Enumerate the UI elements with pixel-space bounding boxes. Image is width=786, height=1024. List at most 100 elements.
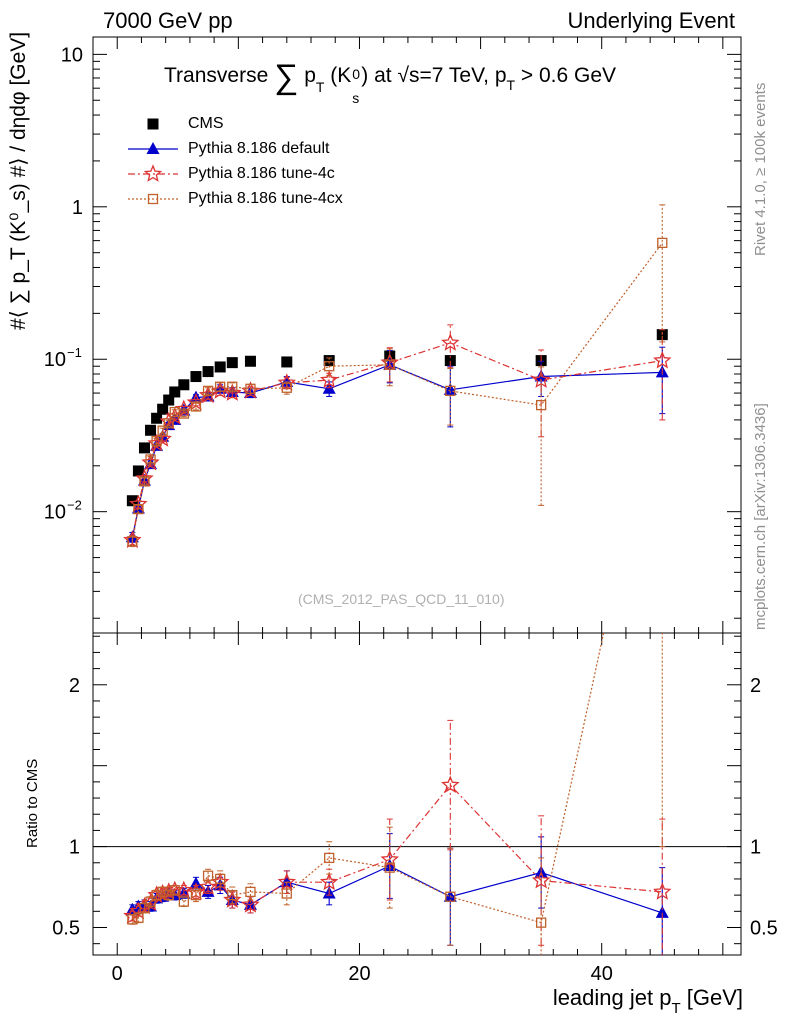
- ratio-point-tune4c: [174, 880, 193, 899]
- data-point-tune4cx: [324, 361, 335, 372]
- ratio-point-default: [655, 905, 669, 918]
- y-tick-label-main: 1: [72, 197, 83, 219]
- ratio-point-tune4cx: [127, 914, 138, 925]
- y-tick-label-exp: −2: [67, 498, 82, 513]
- rivet-label: Rivet 4.1.0, ≥ 100k events: [752, 82, 769, 256]
- data-point-cms: [190, 371, 202, 383]
- y-axis-label-ratio: Ratio to CMS: [24, 758, 41, 848]
- data-point-cms: [145, 424, 157, 436]
- data-point-tune4cx: [384, 359, 395, 370]
- data-point-tune4cx: [151, 436, 162, 447]
- data-point-tune4c: [198, 385, 218, 404]
- ratio-point-tune4cx: [157, 886, 168, 898]
- data-point-cms: [126, 495, 138, 507]
- legend-label-tune4cx: Pythia 8.186 tune-4cx: [188, 190, 343, 207]
- x-axis-label-prefix: leading jet p: [552, 985, 672, 1010]
- ratio-point-tune4cx: [535, 917, 547, 928]
- ratio-point-tune4cx: [202, 870, 214, 881]
- y-tick-label-ratio-left: 0.5: [52, 917, 80, 939]
- series-line-default: [131, 364, 663, 538]
- ratio-point-tune4cx: [151, 889, 162, 901]
- data-point-tune4c: [147, 433, 166, 452]
- mcplots-label: mcplots.cern.ch [arXiv:1306.3436]: [752, 403, 769, 630]
- x-axis-label-sub: T: [671, 1000, 681, 1017]
- data-point-cms: [151, 412, 163, 424]
- ratio-point-tune4c: [241, 895, 260, 913]
- legend-marker-tune4cx: [147, 193, 159, 205]
- data-point-tune4c: [441, 333, 460, 351]
- data-point-cms: [202, 366, 214, 378]
- data-point-tune4c: [123, 530, 142, 549]
- ratio-point-tune4c: [277, 872, 297, 891]
- data-point-tune4cx: [535, 399, 547, 411]
- series-line-tune4cx: [131, 242, 663, 542]
- x-axis-label-suffix: [GeV]: [680, 985, 743, 1010]
- data-point-tune4cx: [178, 408, 189, 419]
- title-rest-sub: T: [506, 77, 516, 93]
- ratio-point-tune4cx: [245, 886, 256, 898]
- data-point-tune4cx: [139, 476, 150, 487]
- title-prefix: Transverse: [164, 64, 275, 87]
- x-axis-label: leading jet pT [GeV]: [553, 985, 743, 1017]
- ratio-point-tune4c: [319, 872, 339, 891]
- title-p-sub: T: [315, 79, 325, 95]
- series-main-tune4cx: [127, 204, 668, 548]
- ratio-point-tune4cx: [324, 852, 335, 864]
- ratio-point-tune4cx: [133, 912, 144, 923]
- data-point-tune4c: [277, 373, 296, 391]
- y-tick-label-ratio-left: 2: [69, 675, 80, 697]
- y-tick-label-main: 10: [61, 44, 83, 66]
- data-point-tune4cx: [202, 385, 214, 397]
- series-main-cms: [126, 329, 668, 507]
- plot-title: Transverse ∑ pT (K 0 s) at √s=7 TeV, pT > …: [164, 58, 617, 106]
- series-ratio-tune4cx: [127, 633, 666, 955]
- header-right: Underlying Event: [567, 8, 735, 33]
- legend-marker-cms: [147, 118, 159, 130]
- data-point-cms: [244, 355, 256, 367]
- data-point-tune4cx: [127, 536, 138, 547]
- data-point-cms: [138, 442, 150, 454]
- ratio-point-tune4c: [653, 882, 672, 900]
- y-tick-label-main: 10: [44, 502, 66, 524]
- y-tick-label-ratio-right: 0.5: [750, 917, 778, 939]
- legend-marker-tune4c: [143, 164, 163, 182]
- data-point-cms: [323, 355, 335, 367]
- ratio-point-tune4cx: [215, 873, 226, 885]
- y-tick-label-ratio-right: 1: [750, 837, 761, 859]
- legend-marker-default: [146, 142, 160, 154]
- data-point-cms: [163, 394, 175, 406]
- ratio-point-tune4cx: [445, 891, 456, 902]
- ratio-point-tune4cx: [227, 889, 238, 901]
- data-point-tune4cx: [657, 237, 668, 249]
- series-ratio-tune4c: [123, 719, 672, 955]
- ratio-point-tune4c: [441, 775, 460, 793]
- y-axis-label-main: #⟨ ∑ p_T (K⁰_s) #⟩ / dηdφ [GeV]: [6, 32, 31, 330]
- data-point-tune4cx: [215, 381, 226, 392]
- legend-label-cms: CMS: [188, 115, 224, 132]
- data-point-cms: [444, 355, 456, 367]
- data-point-cms: [157, 403, 169, 415]
- data-point-tune4c: [174, 399, 193, 418]
- title-sum: ∑: [274, 58, 299, 96]
- title-rest: at √s=7 TeV, p: [368, 64, 507, 87]
- title-p: p: [304, 64, 316, 87]
- y-tick-label-exp: −1: [67, 345, 82, 360]
- data-point-cms: [132, 465, 144, 477]
- title-close: ): [361, 64, 369, 87]
- ratio-point-tune4cx: [139, 902, 150, 914]
- x-tick-label: 20: [348, 963, 370, 985]
- x-tick-label: 40: [591, 963, 613, 985]
- ratio-point-tune4cx: [169, 885, 180, 896]
- ratio-point-tune4cx: [281, 888, 292, 899]
- ratio-point-tune4cx: [145, 896, 156, 907]
- data-point-tune4cx: [281, 382, 292, 393]
- y-tick-label-main: 10: [44, 349, 66, 371]
- ratio-point-tune4cx: [190, 889, 202, 901]
- title-cut: > 0.6 GeV: [515, 64, 617, 87]
- data-point-tune4cx: [157, 425, 168, 436]
- x-tick-label: 0: [112, 963, 123, 985]
- data-point-cms: [169, 386, 181, 398]
- data-point-tune4cx: [245, 383, 256, 394]
- ratio-frame: [92, 632, 742, 956]
